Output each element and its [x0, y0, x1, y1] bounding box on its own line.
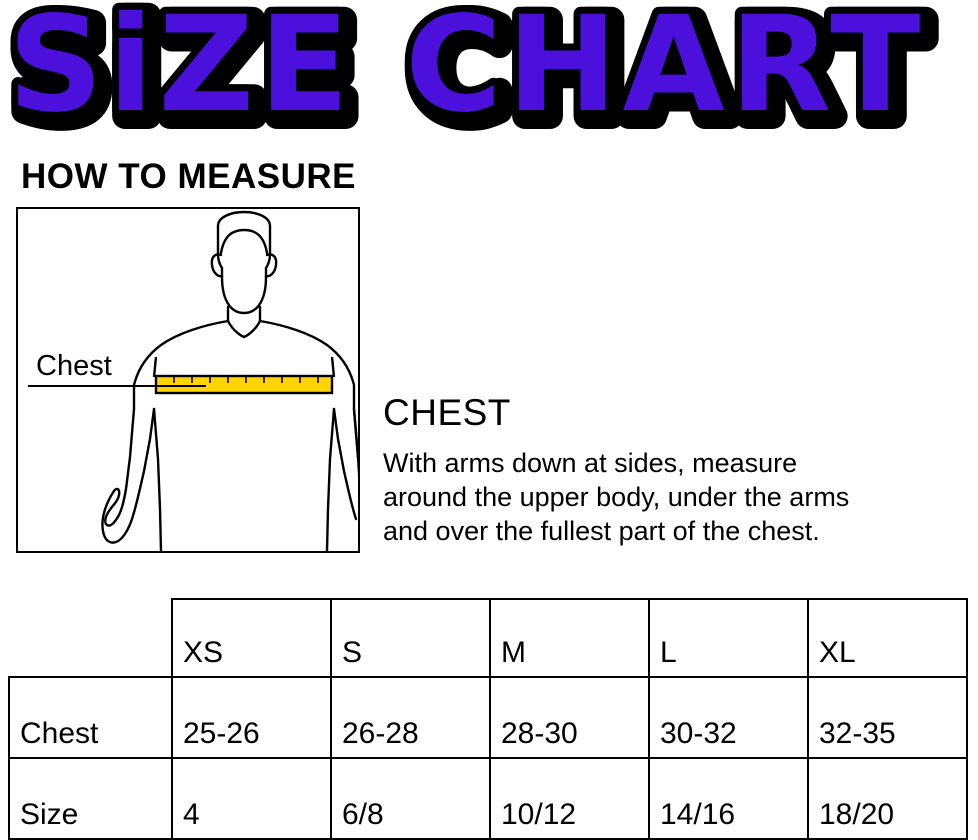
right-arm-inner: [332, 407, 358, 521]
title-text: SiZE CHART: [8, 0, 925, 142]
page-title: SiZE CHART SiZE CHART: [0, 0, 978, 150]
right-ear: [264, 253, 278, 278]
chest-description-line-2: around the upper body, under the arms: [383, 482, 850, 512]
table-cell-size-l: 14/16: [648, 757, 809, 840]
chest-description-line-1: With arms down at sides, measure: [383, 448, 798, 478]
head-outline: [216, 210, 272, 315]
chest-edge-markers: [152, 356, 336, 378]
table-cell-size-xs: 4: [171, 757, 332, 840]
table-row-label-chest: Chest: [8, 676, 173, 759]
chest-callout: Chest: [0, 350, 230, 400]
table-header-xl: XL: [807, 598, 968, 678]
chest-description-block: CHEST With arms down at sides, measure a…: [383, 392, 973, 548]
table-header-l: L: [648, 598, 809, 678]
table-row: Size 4 6/8 10/12 14/16 18/20: [8, 757, 968, 840]
male-torso-figure: [101, 210, 358, 551]
right-shoulder: [258, 305, 358, 459]
table-cell-chest-xs: 25-26: [171, 676, 332, 759]
collarbone-line: [226, 319, 262, 339]
chest-callout-label: Chest: [33, 350, 115, 382]
table-cell-chest-m: 28-30: [489, 676, 650, 759]
table-row: Chest 25-26 26-28 28-30 30-32 32-35: [8, 676, 968, 759]
table-cell-chest-l: 30-32: [648, 676, 809, 759]
table-header-s: S: [330, 598, 491, 678]
title-shadow-layer: SiZE CHART: [14, 0, 931, 148]
left-ear: [210, 253, 224, 278]
tape-band: [154, 374, 334, 395]
table-header-xs: XS: [171, 598, 332, 678]
torso-right-side: [325, 407, 336, 551]
table-cell-chest-xl: 32-35: [807, 676, 968, 759]
tape-ticks: [173, 376, 319, 383]
right-arm-outer: [352, 407, 358, 477]
size-table: XS S M L XL Chest 25-26 26-28 28-30 30-3…: [8, 598, 968, 840]
hairline: [219, 228, 269, 255]
how-to-measure-heading: HOW TO MEASURE: [21, 157, 356, 196]
chest-description-title: CHEST: [383, 392, 511, 433]
table-cell-size-s: 6/8: [330, 757, 491, 840]
table-cell-chest-s: 26-28: [330, 676, 491, 759]
measuring-tape: [154, 374, 334, 395]
table-header-m: M: [489, 598, 650, 678]
left-arm-and-shoulder: [101, 305, 230, 544]
table-cell-size-m: 10/12: [489, 757, 650, 840]
size-chart-title-graphic: SiZE CHART SiZE CHART: [1, 0, 939, 150]
chest-description-body: With arms down at sides, measure around …: [383, 446, 973, 548]
chest-description-line-3: and over the fullest part of the chest.: [383, 516, 820, 546]
table-row-label-size: Size: [8, 757, 173, 840]
table-header-row: XS S M L XL: [9, 598, 968, 678]
chest-leader-line: [28, 385, 206, 387]
table-corner-cell: [9, 599, 172, 677]
torso-left-side: [152, 407, 163, 551]
table-cell-size-xl: 18/20: [807, 757, 968, 840]
